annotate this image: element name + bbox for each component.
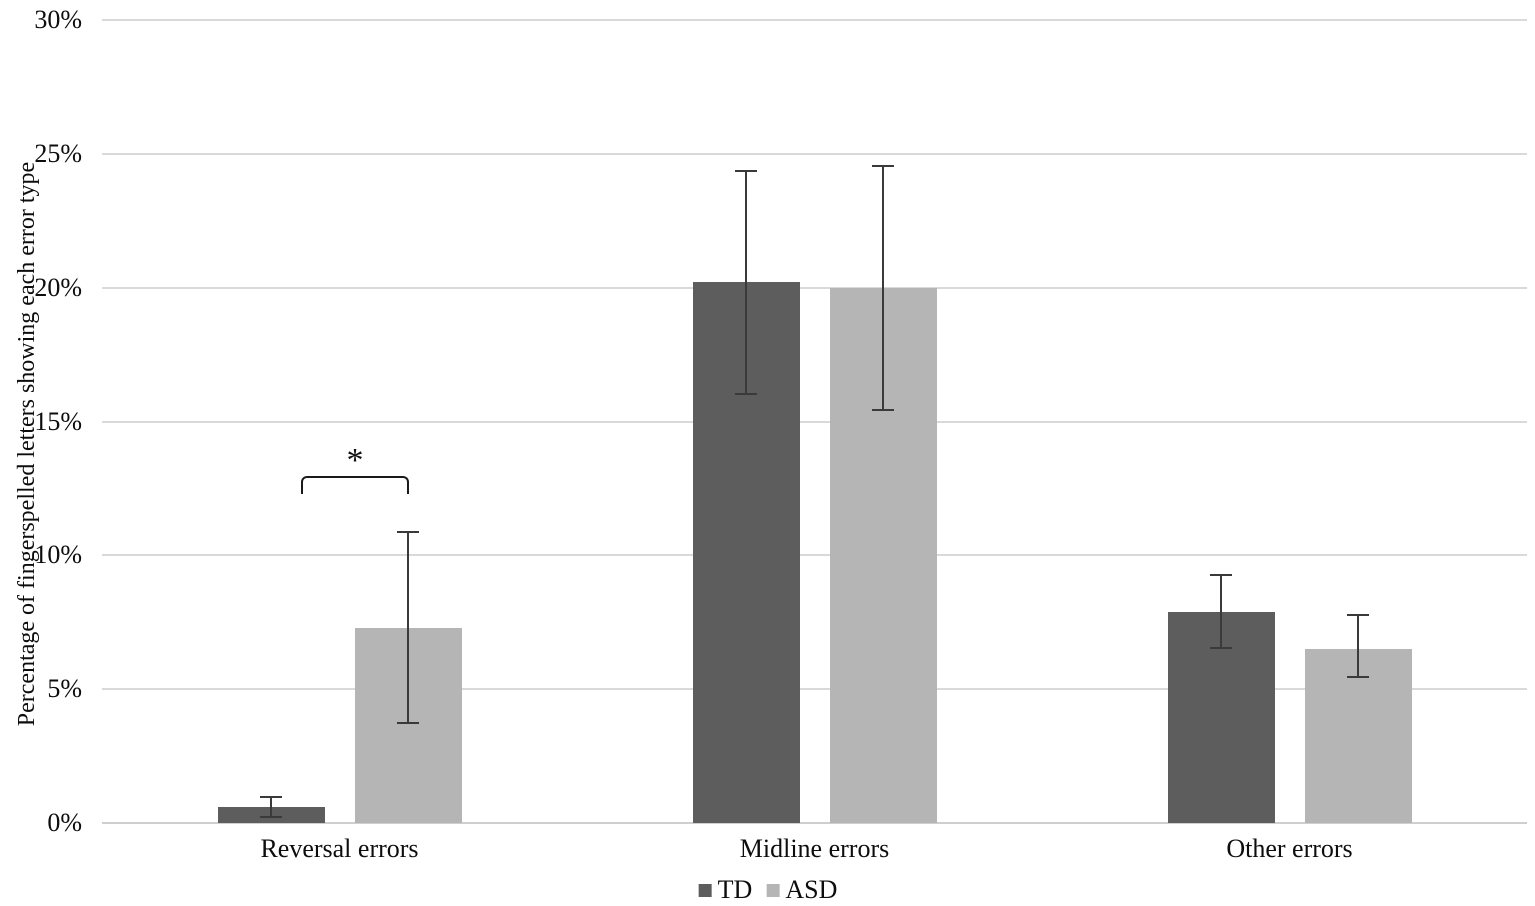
gridline-20- — [102, 286, 1527, 289]
gridline-30- — [102, 19, 1527, 21]
error-bar-asd-reversal-errors-cap-top — [397, 531, 419, 534]
legend: TD ASD — [698, 875, 837, 904]
error-bar-td-other-errors — [1220, 574, 1222, 649]
x-axis-label-other-errors: Other errors — [1226, 834, 1353, 863]
error-bar-td-midline-errors — [745, 169, 747, 395]
legend-swatch-td — [698, 883, 712, 897]
legend-label-td: TD — [717, 875, 753, 904]
y-tick-label-5-: 5% — [47, 674, 82, 704]
error-bar-asd-reversal-errors — [407, 531, 409, 724]
gridline-5- — [102, 688, 1527, 691]
x-axis-label-reversal-errors: Reversal errors — [260, 834, 419, 863]
y-axis-title: Percentage of fingerspelled letters show… — [14, 161, 40, 727]
error-bar-td-reversal-errors — [270, 796, 272, 818]
y-tick-label-0-: 0% — [47, 808, 82, 837]
y-tick-label-30-: 30% — [34, 5, 82, 34]
legend-item-td: TD — [698, 875, 753, 904]
y-tick-label-10-: 10% — [34, 540, 82, 570]
error-bar-asd-other-errors-cap-bottom — [1347, 676, 1369, 679]
error-bar-asd-reversal-errors-cap-bottom — [397, 721, 419, 724]
gridline-10- — [102, 554, 1527, 557]
error-bar-asd-midline-errors — [882, 164, 884, 411]
error-bar-td-reversal-errors-cap-bottom — [260, 815, 282, 818]
error-bar-td-other-errors-cap-top — [1210, 574, 1232, 577]
significance-asterisk: * — [346, 442, 364, 479]
error-bar-asd-midline-errors-cap-top — [872, 164, 894, 167]
significance-bracket — [301, 476, 409, 494]
y-tick-label-25-: 25% — [34, 138, 82, 168]
error-bar-td-midline-errors-cap-top — [735, 169, 757, 172]
y-tick-label-15-: 15% — [34, 406, 82, 436]
legend-swatch-asd — [766, 883, 780, 897]
gridline-0- — [102, 822, 1527, 824]
error-bar-asd-other-errors-cap-top — [1347, 614, 1369, 617]
error-bar-td-other-errors-cap-bottom — [1210, 647, 1232, 650]
error-bar-td-reversal-errors-cap-top — [260, 796, 282, 799]
error-bar-asd-midline-errors-cap-bottom — [872, 408, 894, 411]
x-axis-label-midline-errors: Midline errors — [739, 834, 890, 863]
y-tick-label-20-: 20% — [34, 272, 82, 302]
error-bar-td-midline-errors-cap-bottom — [735, 392, 757, 395]
error-bar-asd-other-errors — [1357, 614, 1359, 679]
gridline-25- — [102, 152, 1527, 155]
legend-item-asd: ASD — [766, 877, 837, 903]
gridline-15- — [102, 420, 1527, 423]
legend-label-asd: ASD — [785, 875, 838, 904]
